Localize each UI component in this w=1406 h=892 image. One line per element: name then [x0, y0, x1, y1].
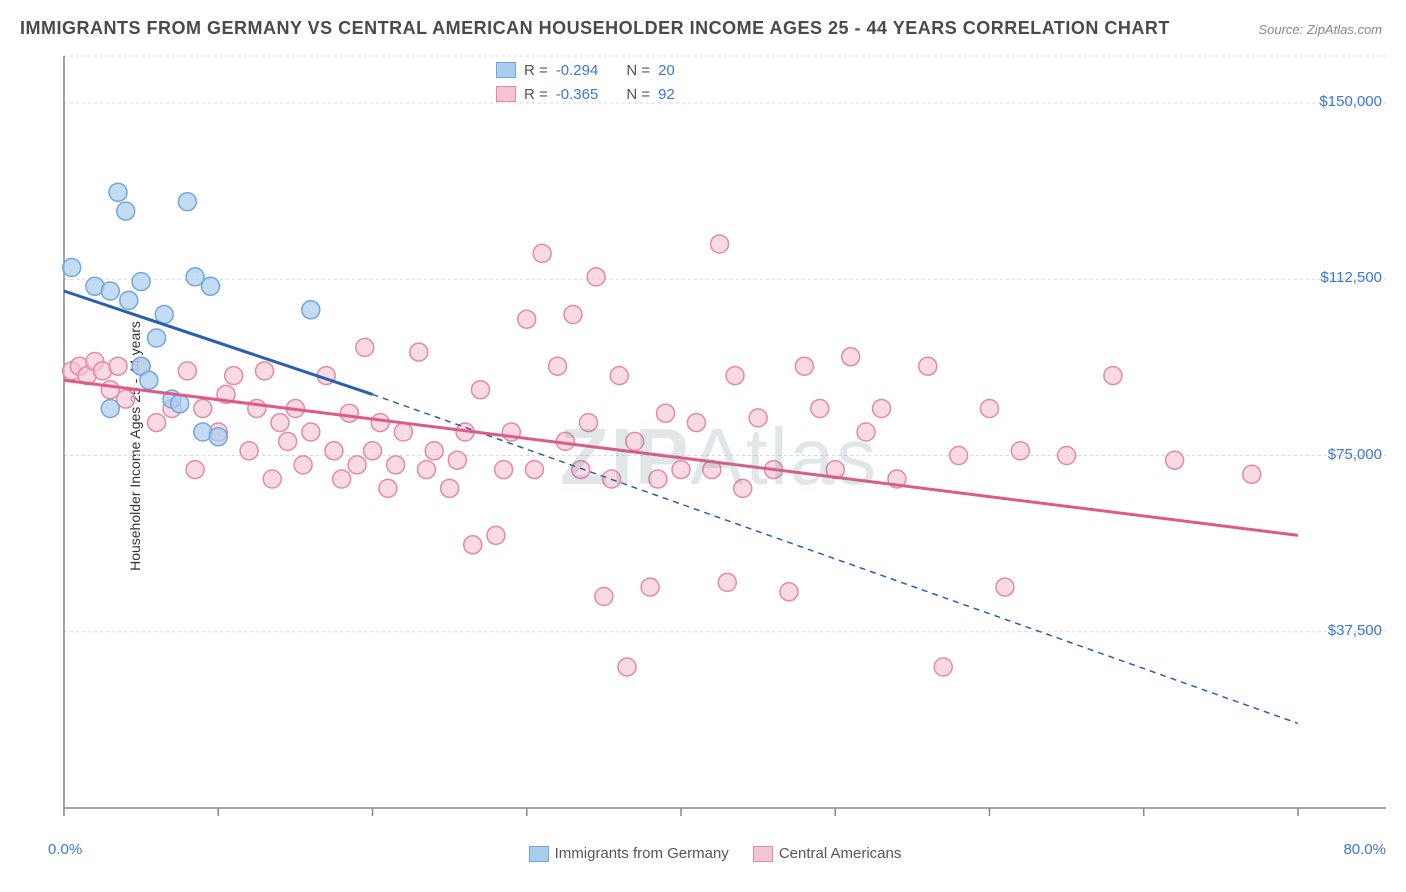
legend-row: R =-0.365N =92: [496, 82, 675, 106]
y-tick-label: $37,500: [1328, 622, 1382, 639]
y-tick-label: $112,500: [1321, 269, 1382, 286]
chart-container: IMMIGRANTS FROM GERMANY VS CENTRAL AMERI…: [0, 0, 1406, 892]
footer-legend-label: Immigrants from Germany: [555, 845, 729, 862]
y-tick-label: $150,000: [1319, 93, 1382, 110]
legend-swatch: [496, 62, 516, 78]
legend-row: R =-0.294N =20: [496, 58, 675, 82]
footer-legend-label: Central Americans: [779, 845, 902, 862]
chart-svg: [48, 48, 1390, 834]
top-legend: R =-0.294N =20R =-0.365N =92: [496, 58, 675, 106]
footer-legend: Immigrants from Germany Central Americans: [0, 845, 1406, 862]
plot-region: ZIPAtlas R =-0.294N =20R =-0.365N =92 $3…: [48, 48, 1390, 834]
y-tick-label: $75,000: [1328, 446, 1382, 463]
source-label: Source: ZipAtlas.com: [1258, 22, 1382, 37]
footer-swatch: [529, 846, 549, 862]
chart-title: IMMIGRANTS FROM GERMANY VS CENTRAL AMERI…: [20, 18, 1170, 39]
footer-swatch: [753, 846, 773, 862]
legend-swatch: [496, 86, 516, 102]
